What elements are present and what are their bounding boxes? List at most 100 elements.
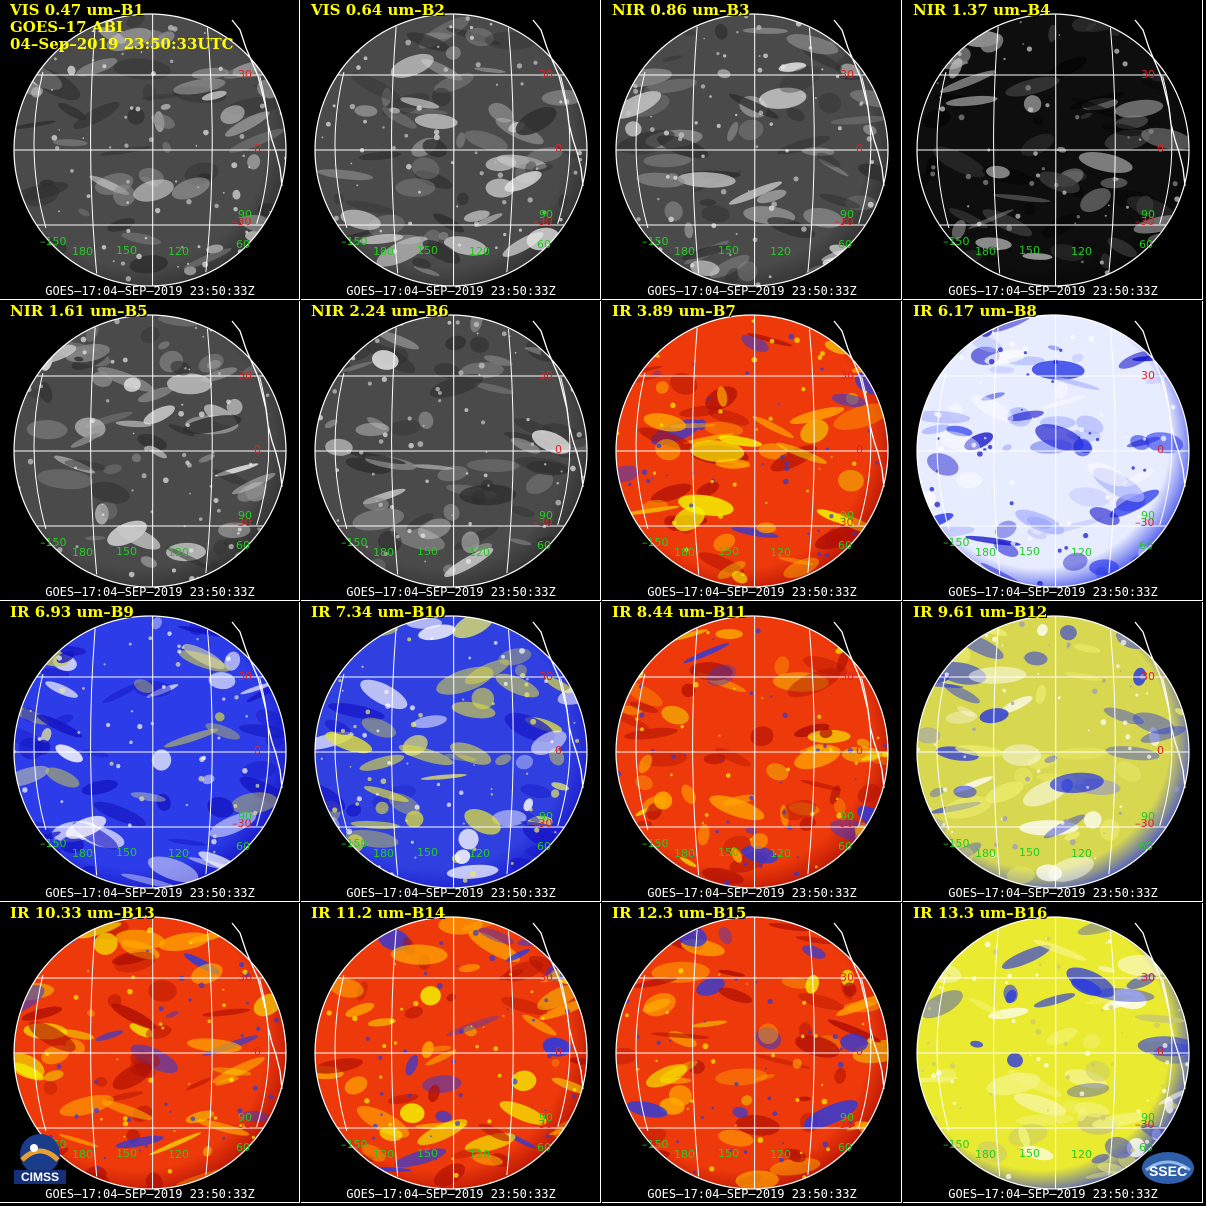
latitude-label: –30 — [1135, 215, 1155, 228]
longitude-label: 180 — [72, 245, 93, 258]
latitude-label: 30 — [539, 971, 553, 984]
longitude-label: 90 — [840, 1111, 854, 1124]
longitude-label: 150 — [417, 545, 438, 558]
longitude-label: 150 — [1019, 1147, 1040, 1160]
lat-lon-graticule — [916, 314, 1190, 588]
timestamp-footer: GOES–17:04–SEP–2019 23:50:33Z — [948, 585, 1158, 599]
latitude-label: 30 — [238, 369, 252, 382]
longitude-label: 150 — [417, 846, 438, 859]
latitude-label: 30 — [1141, 68, 1155, 81]
latitude-label: –30 — [834, 1118, 854, 1131]
longitude-label: 60 — [236, 840, 250, 853]
timestamp-footer: GOES–17:04–SEP–2019 23:50:33Z — [346, 585, 556, 599]
band-panel: NIR 1.61 um–B5 30 0 –30 –150 180 150 120 60 90 GOE… — [0, 301, 300, 601]
latitude-label: –30 — [232, 1118, 252, 1131]
lat-lon-graticule — [314, 314, 588, 588]
longitude-label: –150 — [642, 837, 669, 850]
longitude-label: 150 — [718, 244, 739, 257]
longitude-label: –150 — [642, 235, 669, 248]
longitude-label: 90 — [539, 1111, 553, 1124]
latitude-label: 30 — [539, 68, 553, 81]
latitude-label: 0 — [1157, 1045, 1164, 1058]
band-panel: IR 12.3 um–B15 30 0 –30 –150 180 150 120 60 90 GOE… — [602, 903, 902, 1203]
longitude-label: –150 — [943, 837, 970, 850]
earth-disk-image — [615, 13, 889, 287]
longitude-label: 90 — [238, 810, 252, 823]
longitude-label: 120 — [770, 245, 791, 258]
band-panel: IR 3.89 um–B7 30 0 –30 –150 180 150 120 60 90 GOES… — [602, 301, 902, 601]
timestamp-footer: GOES–17:04–SEP–2019 23:50:33Z — [45, 1187, 255, 1201]
longitude-label: –150 — [341, 837, 368, 850]
band-panel: NIR 1.37 um–B4 30 0 –30 –150 180 150 120 60 90 GOE… — [903, 0, 1203, 300]
longitude-label: 150 — [116, 1147, 137, 1160]
longitude-label: 90 — [840, 810, 854, 823]
latitude-label: –30 — [834, 215, 854, 228]
latitude-label: –30 — [533, 1118, 553, 1131]
band-panel: IR 7.34 um–B10 30 0 –30 –150 180 150 120 60 90 GOE… — [301, 602, 601, 902]
longitude-label: 150 — [718, 545, 739, 558]
band-title: IR 6.17 um–B8 — [913, 302, 1037, 320]
longitude-label: 90 — [238, 1111, 252, 1124]
band-title: NIR 1.61 um–B5 — [10, 302, 148, 320]
longitude-label: 90 — [1141, 810, 1155, 823]
lat-lon-graticule — [13, 13, 287, 287]
band-title: IR 8.44 um–B11 — [612, 603, 747, 621]
longitude-label: 120 — [469, 245, 490, 258]
lat-lon-graticule — [314, 615, 588, 889]
longitude-label: 180 — [674, 1148, 695, 1161]
band-title: IR 12.3 um–B15 — [612, 904, 747, 922]
latitude-label: 30 — [840, 971, 854, 984]
longitude-label: 180 — [674, 546, 695, 559]
latitude-label: 0 — [555, 744, 562, 757]
latitude-label: 30 — [840, 670, 854, 683]
latitude-label: –30 — [232, 817, 252, 830]
band-title: IR 7.34 um–B10 — [311, 603, 446, 621]
band-panel: IR 13.3 um–B16 30 0 –30 –150 180 150 120 60 90 GOE… — [903, 903, 1203, 1203]
longitude-label: 120 — [469, 847, 490, 860]
earth-disk-image — [13, 916, 287, 1190]
latitude-label: 0 — [1157, 443, 1164, 456]
band-title: IR 6.93 um–B9 — [10, 603, 134, 621]
longitude-label: 90 — [840, 208, 854, 221]
longitude-label: 60 — [537, 238, 551, 251]
longitude-label: 60 — [236, 1141, 250, 1154]
earth-disk-image — [13, 314, 287, 588]
latitude-label: 30 — [840, 68, 854, 81]
timestamp-footer: GOES–17:04–SEP–2019 23:50:33Z — [45, 886, 255, 900]
latitude-label: 0 — [254, 744, 261, 757]
longitude-label: 120 — [469, 1148, 490, 1161]
longitude-label: 180 — [72, 847, 93, 860]
longitude-label: 180 — [674, 847, 695, 860]
longitude-label: 90 — [539, 810, 553, 823]
latitude-label: 0 — [856, 443, 863, 456]
longitude-label: 180 — [373, 245, 394, 258]
longitude-label: 180 — [373, 1148, 394, 1161]
longitude-label: 180 — [72, 546, 93, 559]
earth-disk-image — [13, 615, 287, 889]
lat-lon-graticule — [615, 916, 889, 1190]
latitude-label: –30 — [533, 215, 553, 228]
longitude-label: 120 — [770, 546, 791, 559]
latitude-label: 0 — [1157, 744, 1164, 757]
timestamp-footer: GOES–17:04–SEP–2019 23:50:33Z — [45, 585, 255, 599]
latitude-label: 0 — [856, 142, 863, 155]
latitude-label: –30 — [834, 817, 854, 830]
latitude-label: 0 — [555, 142, 562, 155]
earth-disk-image — [916, 314, 1190, 588]
lat-lon-graticule — [916, 615, 1190, 889]
timestamp-footer: GOES–17:04–SEP–2019 23:50:33Z — [647, 585, 857, 599]
timestamp-footer: GOES–17:04–SEP–2019 23:50:33Z — [948, 1187, 1158, 1201]
longitude-label: 90 — [840, 509, 854, 522]
longitude-label: 90 — [539, 509, 553, 522]
timestamp-footer: GOES–17:04–SEP–2019 23:50:33Z — [647, 284, 857, 298]
latitude-label: 0 — [856, 1045, 863, 1058]
longitude-label: 150 — [417, 1147, 438, 1160]
timestamp-footer: GOES–17:04–SEP–2019 23:50:33Z — [948, 284, 1158, 298]
latitude-label: 30 — [840, 369, 854, 382]
longitude-label: –150 — [642, 536, 669, 549]
latitude-label: 0 — [254, 443, 261, 456]
longitude-label: 60 — [838, 539, 852, 552]
longitude-label: 90 — [539, 208, 553, 221]
latitude-label: 0 — [555, 443, 562, 456]
